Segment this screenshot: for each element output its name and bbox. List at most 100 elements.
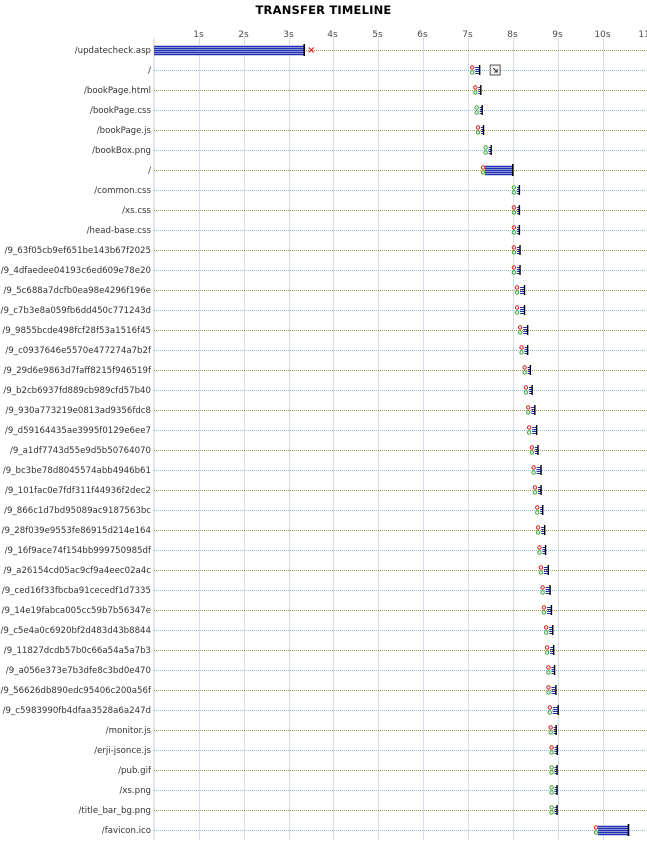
start-marker — [541, 605, 547, 610]
start-marker — [483, 150, 488, 155]
row-url-label: / — [148, 166, 151, 176]
row-url-label: /9_4dfaedee04193c6ed609e78e20 — [1, 266, 151, 276]
request-bar — [522, 365, 532, 375]
start-marker — [480, 170, 486, 175]
start-marker — [529, 450, 535, 455]
start-marker — [547, 705, 552, 710]
request-bar — [549, 785, 558, 795]
row-url-label: /9_11827dcdb57b0c66a54a5a7b3 — [4, 646, 151, 656]
start-marker — [514, 285, 520, 290]
request-bar — [511, 185, 521, 195]
start-marker — [593, 830, 599, 835]
request-bar — [546, 665, 556, 675]
request-bar — [593, 824, 630, 836]
row-url-label: /xs.css — [122, 206, 151, 216]
start-marker — [474, 105, 479, 110]
start-marker — [549, 805, 554, 810]
start-marker — [549, 785, 554, 790]
error-x-icon — [308, 47, 315, 53]
row-url-label: /9_930a773219e0813ad9356fdc8 — [5, 406, 151, 416]
request-bar — [523, 385, 533, 395]
start-marker — [517, 330, 523, 335]
start-marker — [537, 545, 542, 550]
start-marker — [526, 405, 531, 410]
start-marker — [546, 690, 551, 695]
request-bar — [547, 705, 559, 715]
request-bar — [546, 685, 557, 695]
row-url-label: /9_56626db890edc95406c200a56f — [1, 686, 152, 696]
row-url-label: /9_28f039e9553fe86915d214e164 — [2, 526, 151, 536]
start-marker — [526, 430, 532, 435]
start-marker — [511, 250, 517, 255]
row-url-label: /pub.gif — [118, 766, 152, 776]
start-marker — [532, 490, 538, 495]
row-url-label: /9_c0937646e5570e477274a7b2f — [5, 346, 152, 356]
request-bar — [535, 525, 546, 535]
row-url-label: /favicon.ico — [102, 826, 151, 836]
icon-arrow — [492, 67, 498, 73]
start-marker — [549, 790, 554, 795]
x-tick-label: 2s — [238, 30, 249, 40]
start-marker — [480, 165, 486, 170]
start-marker — [511, 245, 517, 250]
row-url-label: /9_a056e373e7b3dfe8c3bd0e470 — [6, 666, 151, 676]
request-bar — [469, 64, 501, 76]
start-marker — [511, 185, 517, 190]
row-url-label: /xs.png — [119, 786, 151, 796]
request-bar — [538, 565, 549, 575]
row-url-label: /bookBox.png — [92, 146, 151, 156]
request-bar — [514, 285, 526, 295]
start-marker — [511, 190, 517, 195]
request-bar — [531, 465, 542, 475]
request-bar — [548, 725, 557, 735]
start-marker — [511, 265, 517, 270]
x-tick-label: 7s — [462, 30, 473, 40]
start-marker — [475, 130, 481, 135]
request-bar — [549, 765, 558, 775]
start-marker — [519, 345, 524, 350]
start-marker — [549, 750, 554, 755]
start-marker — [523, 385, 529, 390]
x-tick-label: 11s — [638, 30, 647, 40]
corner-arrow-icon — [489, 64, 501, 76]
row-url-label: /updatecheck.asp — [75, 46, 151, 56]
start-marker — [549, 745, 554, 750]
row-url-label: /9_16f9ace74f154bb999750985df — [5, 546, 152, 556]
row-lines — [154, 50, 646, 831]
start-marker — [544, 645, 550, 650]
row-url-label: /bookPage.html — [84, 86, 151, 96]
row-url-label: /9_b2cb6937fd889cb989cfd57b40 — [3, 386, 151, 396]
start-marker — [475, 125, 481, 130]
start-marker — [473, 85, 478, 90]
start-marker — [474, 110, 479, 115]
start-marker — [511, 230, 517, 235]
start-marker — [538, 565, 544, 570]
x-tick-label: 5s — [372, 30, 383, 40]
request-bar — [543, 625, 554, 635]
start-marker — [549, 765, 554, 770]
start-marker — [532, 485, 538, 490]
x-tick-label: 3s — [283, 30, 294, 40]
row-url-label: /title_bar_bg.png — [78, 806, 151, 816]
row-url-label: /9_a1df7743d55e9d5b50764070 — [10, 446, 151, 456]
start-marker — [593, 825, 599, 830]
request-bar — [537, 545, 547, 555]
start-marker — [543, 625, 549, 630]
row-url-label: /bookPage.js — [97, 126, 152, 136]
row-url-label: /9_c7b3e8a059fb6dd450c771243d — [1, 306, 151, 316]
request-bar — [517, 325, 529, 335]
start-marker — [546, 665, 551, 670]
request-bar — [480, 164, 514, 176]
start-marker — [511, 270, 517, 275]
start-marker — [538, 570, 544, 575]
grid-layer — [153, 38, 604, 840]
start-marker — [540, 590, 545, 595]
row-url-label: /9_a26154cd05ac9cf9a4eec02a4c — [4, 566, 152, 576]
start-marker — [526, 410, 531, 415]
row-url-label: /9_c5983990fb4dfaa3528a6a247d — [3, 706, 151, 716]
request-bar — [529, 445, 539, 455]
x-axis-ticks: 1s 2s 3s 4s 5s 6s 7s 8s 9s 10s 11s — [193, 30, 647, 40]
start-marker — [537, 550, 542, 555]
start-marker — [546, 670, 551, 675]
request-bar — [511, 205, 521, 215]
